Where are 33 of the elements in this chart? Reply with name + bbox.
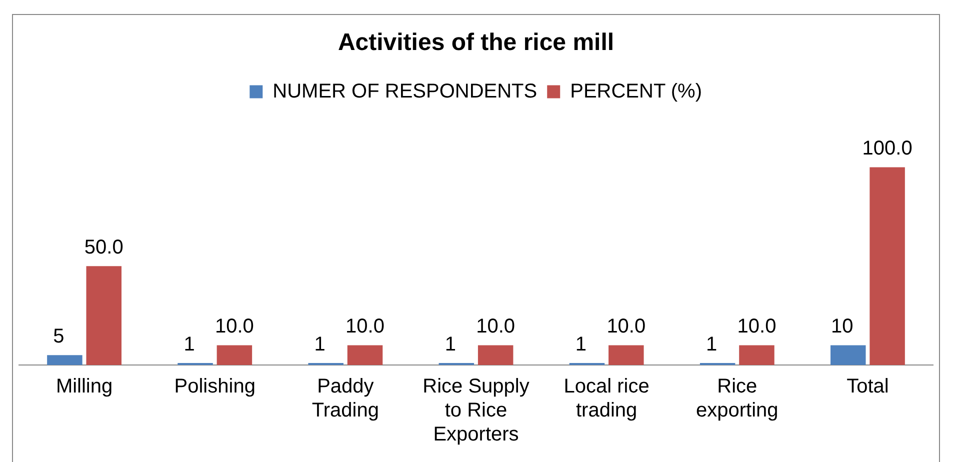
bar bbox=[47, 355, 82, 365]
bar bbox=[86, 266, 122, 365]
bar bbox=[870, 167, 905, 365]
chart-title: Activities of the rice mill bbox=[338, 29, 614, 56]
x-tick-label: Total bbox=[846, 376, 889, 398]
legend-label: NUMER OF RESPONDENTS bbox=[272, 80, 538, 102]
data-label: 10.0 bbox=[476, 316, 516, 338]
data-label: 10.0 bbox=[346, 316, 384, 338]
x-tick-label: Rice Supply to Rice Exporters bbox=[422, 376, 530, 446]
bar bbox=[739, 345, 774, 365]
data-label: 10.0 bbox=[606, 316, 646, 338]
data-label: 10.0 bbox=[214, 316, 254, 338]
data-label: 10 bbox=[831, 316, 854, 338]
data-label: 1 bbox=[184, 334, 195, 356]
data-label: 10.0 bbox=[737, 316, 776, 338]
x-tick-label: Milling bbox=[56, 376, 113, 398]
x-tick-label: Rice exporting bbox=[696, 376, 778, 422]
bar bbox=[347, 345, 383, 365]
data-label: 100.0 bbox=[862, 138, 912, 160]
bar bbox=[608, 345, 644, 365]
bar bbox=[216, 345, 252, 365]
x-tick-label: Polishing bbox=[174, 376, 256, 398]
data-label: 5 bbox=[53, 326, 64, 348]
data-label: 1 bbox=[706, 334, 718, 356]
x-tick-label: Paddy Trading bbox=[312, 376, 379, 422]
bar bbox=[478, 345, 514, 365]
data-label: 50.0 bbox=[84, 236, 124, 259]
x-tick-label: Local rice trading bbox=[564, 376, 650, 422]
data-label: 1 bbox=[444, 334, 456, 356]
bar bbox=[830, 345, 866, 365]
data-label: 1 bbox=[314, 334, 326, 356]
data-label: 1 bbox=[575, 334, 587, 356]
legend-label: PERCENT (%) bbox=[570, 80, 702, 102]
